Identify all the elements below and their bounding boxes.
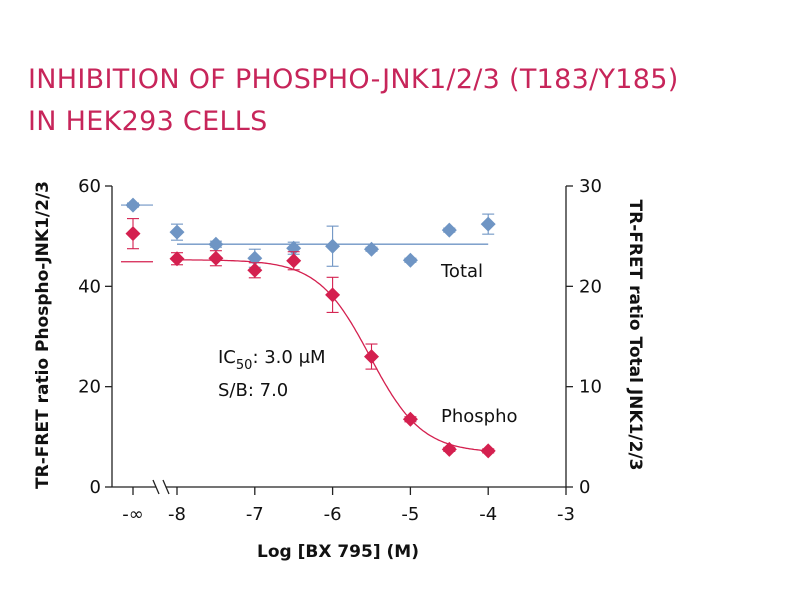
y-right-tick-label: 10 xyxy=(579,377,602,398)
x-axis-break-mark xyxy=(162,479,170,495)
x-tick-label: -8 xyxy=(168,504,186,525)
total-point-marker xyxy=(125,197,141,213)
data-points xyxy=(125,197,496,459)
phospho-point-marker xyxy=(125,226,141,242)
x-tick-label: -6 xyxy=(324,504,342,525)
y-left-tick-label: 60 xyxy=(78,176,101,197)
phospho-point-marker xyxy=(402,411,418,427)
phospho-point-marker xyxy=(441,441,457,457)
total-point-marker xyxy=(325,238,341,254)
y-right-tick-label: 0 xyxy=(579,477,590,498)
x-tick-label: -4 xyxy=(479,504,497,525)
x-tick-label: -5 xyxy=(401,504,419,525)
y-left-tick-label: 0 xyxy=(90,477,101,498)
phospho-point-marker xyxy=(480,443,496,459)
x-axis-label: Log [BX 795] (M) xyxy=(257,542,419,562)
phospho-point-marker xyxy=(325,287,341,303)
y-left-tick-label: 40 xyxy=(78,276,101,297)
total-point-marker xyxy=(441,222,457,238)
y-right-tick-label: 20 xyxy=(579,276,602,297)
phospho-point-marker xyxy=(208,250,224,266)
y-left-tick-label: 20 xyxy=(78,377,101,398)
total-point-marker xyxy=(208,236,224,252)
sb-annotation: S/B: 7.0 xyxy=(218,380,288,401)
y-axis-label-right: TR-FRET ratio Total JNK1/2/3 xyxy=(625,200,645,471)
total-point-marker xyxy=(402,252,418,268)
chart-title-line-2: IN HEK293 CELLS xyxy=(28,106,268,137)
x-tick-label-neg-inf: -∞ xyxy=(122,504,144,525)
ic50-annotation: IC50: 3.0 μM xyxy=(218,347,326,373)
total-point-marker xyxy=(480,216,496,232)
y-axis-label-left: TR-FRET ratio Phospho-JNK1/2/3 xyxy=(33,181,53,489)
series-label-phospho: Phospho xyxy=(441,406,518,427)
x-tick-label: -7 xyxy=(246,504,264,525)
phospho-point-marker xyxy=(169,251,185,267)
fit-curves xyxy=(121,204,489,452)
series-label-total: Total xyxy=(440,261,483,282)
chart-title-line-1: INHIBITION OF PHOSPHO-JNK1/2/3 (T183/Y18… xyxy=(28,64,679,95)
chart-axes: 0 20 40 60 0 10 20 30 -8 -7 -6 -5 -4 -3 -∞ xyxy=(78,176,602,525)
phospho-point-marker xyxy=(364,349,379,365)
x-tick-label: -3 xyxy=(557,504,575,525)
total-point-marker xyxy=(247,250,263,266)
x-axis-break-mark xyxy=(152,479,160,495)
total-point-marker xyxy=(169,224,185,240)
phospho-point-marker xyxy=(286,253,302,269)
y-right-tick-label: 30 xyxy=(579,176,602,197)
total-point-marker xyxy=(364,241,379,257)
phospho-point-marker xyxy=(247,262,263,278)
